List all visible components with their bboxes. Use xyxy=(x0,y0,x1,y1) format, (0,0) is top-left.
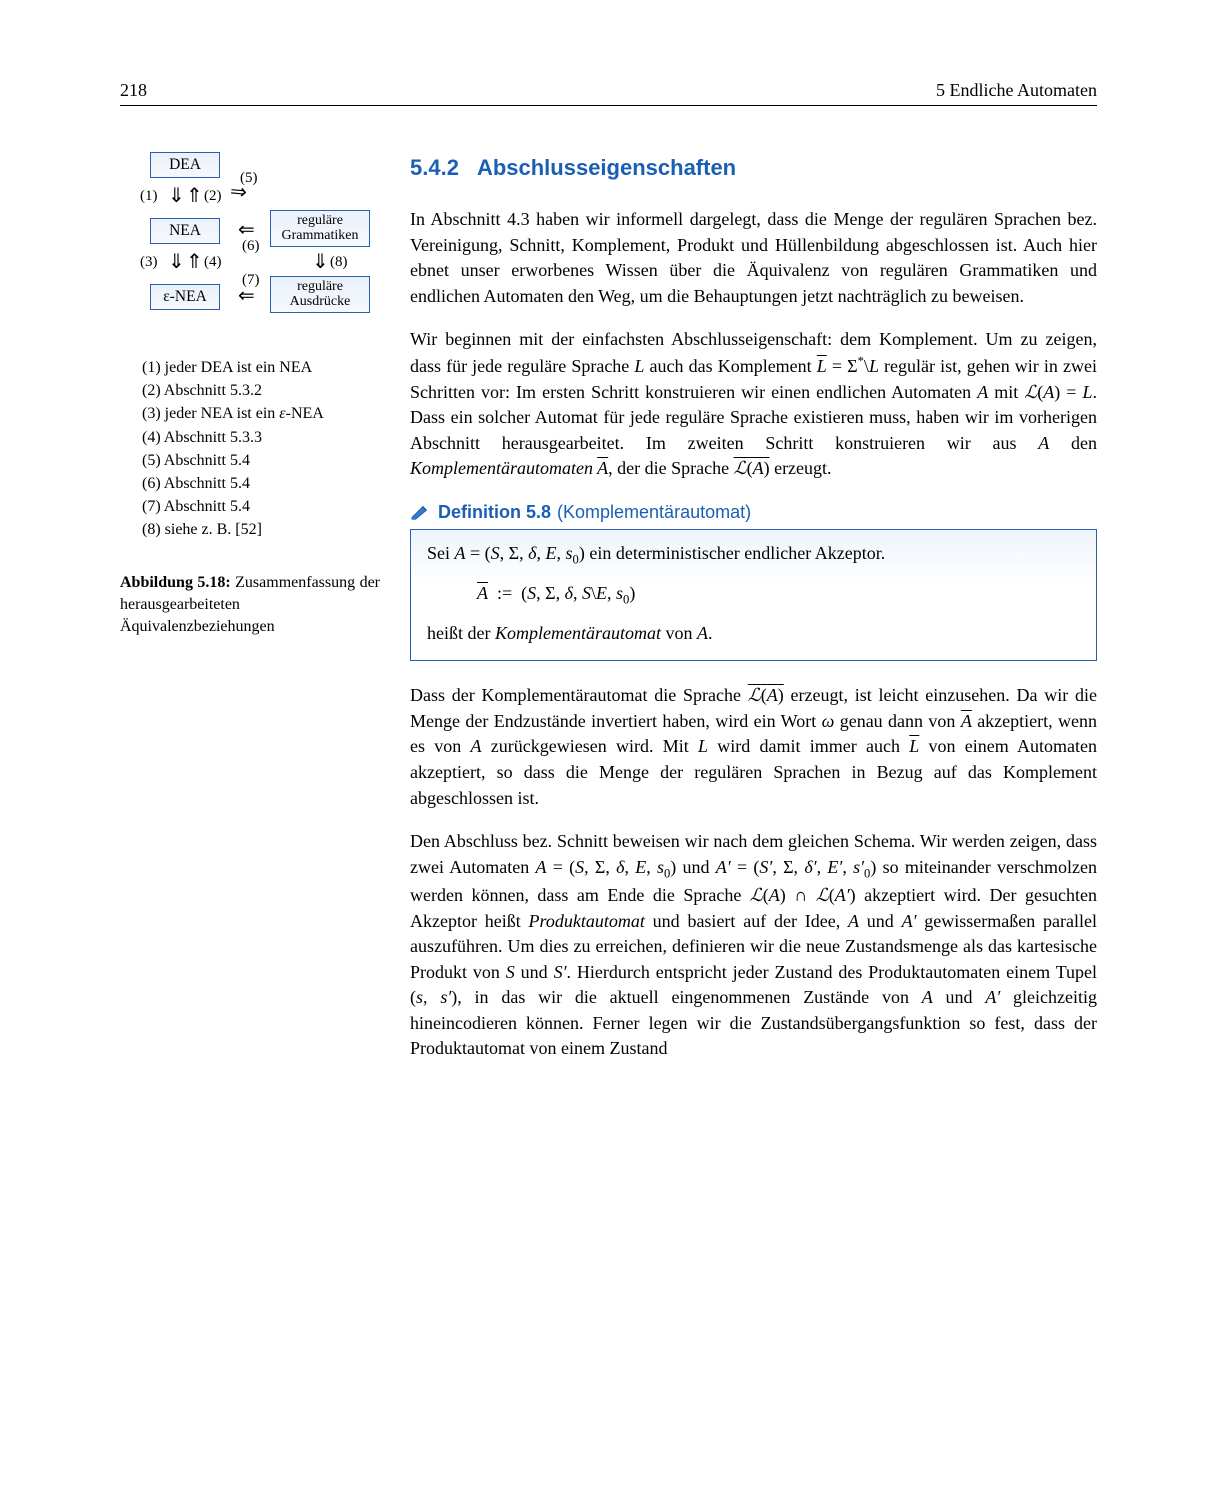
arrow-down-icon: ⇓ xyxy=(168,252,185,272)
section-number: 5.4.2 xyxy=(410,155,459,180)
definition-heading: Definition 5.8 (Komplementärautomat) xyxy=(410,500,1097,526)
definition-box: Sei A = (S, Σ, δ, E, s0) ein determinist… xyxy=(410,529,1097,661)
paragraph: Wir beginnen mit der einfachsten Abschlu… xyxy=(410,327,1097,481)
section-heading: 5.4.2 Abschlusseigenschaften xyxy=(410,152,1097,183)
margin-column: DEA NEA ε-NEA reguläreGrammatiken regulä… xyxy=(120,152,380,1080)
edge-label-2: (2) xyxy=(204,188,222,205)
legend-item: (3) jeder NEA ist ein ε-NEA xyxy=(142,402,380,425)
legend-item: (6) Abschnitt 5.4 xyxy=(142,472,380,495)
figure-caption: Abbildung 5.18: Zusammenfassung der hera… xyxy=(120,572,380,639)
arrow-left-icon: ⇐ xyxy=(238,220,255,240)
box-enea: ε-NEA xyxy=(150,284,220,310)
arrow-up-icon: ⇑ xyxy=(186,186,203,206)
box-dea: DEA xyxy=(150,152,220,178)
arrow-down-icon: ⇓ xyxy=(312,252,329,272)
legend-item: (7) Abschnitt 5.4 xyxy=(142,495,380,518)
arrow-up-icon: ⇑ xyxy=(186,252,203,272)
running-head: 5 Endliche Automaten xyxy=(936,80,1097,101)
box-expression: reguläreAusdrücke xyxy=(270,276,370,313)
arrow-down-icon: ⇓ xyxy=(168,186,185,206)
paragraph: In Abschnitt 4.3 haben wir informell dar… xyxy=(410,207,1097,309)
edge-label-7: (7) xyxy=(242,272,260,289)
definition-number: Definition 5.8 xyxy=(438,500,551,526)
definition-name: (Komplementärautomat) xyxy=(557,500,751,526)
edge-label-8: (8) xyxy=(330,254,348,271)
edge-label-3: (3) xyxy=(140,254,158,271)
edge-label-6: (6) xyxy=(242,238,260,255)
legend-item: (1) jeder DEA ist ein NEA xyxy=(142,356,380,379)
definition-formula: A := (S, Σ, δ, S\E, s0) xyxy=(477,580,1080,610)
main-text: 5.4.2 Abschlusseigenschaften In Abschnitt… xyxy=(410,152,1097,1080)
pencil-icon xyxy=(410,503,432,521)
legend-item: (5) Abschnitt 5.4 xyxy=(142,449,380,472)
arrow-left-icon: ⇐ xyxy=(238,286,255,306)
edge-label-5: (5) xyxy=(240,170,258,187)
edge-label-4: (4) xyxy=(204,254,222,271)
legend-item: (8) siehe z. B. [52] xyxy=(142,518,380,541)
page-number: 218 xyxy=(120,80,147,101)
box-grammar: reguläreGrammatiken xyxy=(270,210,370,247)
diagram-legend: (1) jeder DEA ist ein NEA (2) Abschnitt … xyxy=(142,356,380,542)
edge-label-1: (1) xyxy=(140,188,158,205)
paragraph: Den Abschluss bez. Schnitt beweisen wir … xyxy=(410,829,1097,1062)
figure-number: Abbildung 5.18: xyxy=(120,574,231,591)
box-nea: NEA xyxy=(150,218,220,244)
legend-item: (2) Abschnitt 5.3.2 xyxy=(142,379,380,402)
section-title: Abschlusseigenschaften xyxy=(477,155,736,180)
paragraph: Dass der Komplementärautomat die Sprache… xyxy=(410,683,1097,811)
legend-item: (4) Abschnitt 5.3.3 xyxy=(142,426,380,449)
equivalence-diagram: DEA NEA ε-NEA reguläreGrammatiken regulä… xyxy=(120,152,370,342)
